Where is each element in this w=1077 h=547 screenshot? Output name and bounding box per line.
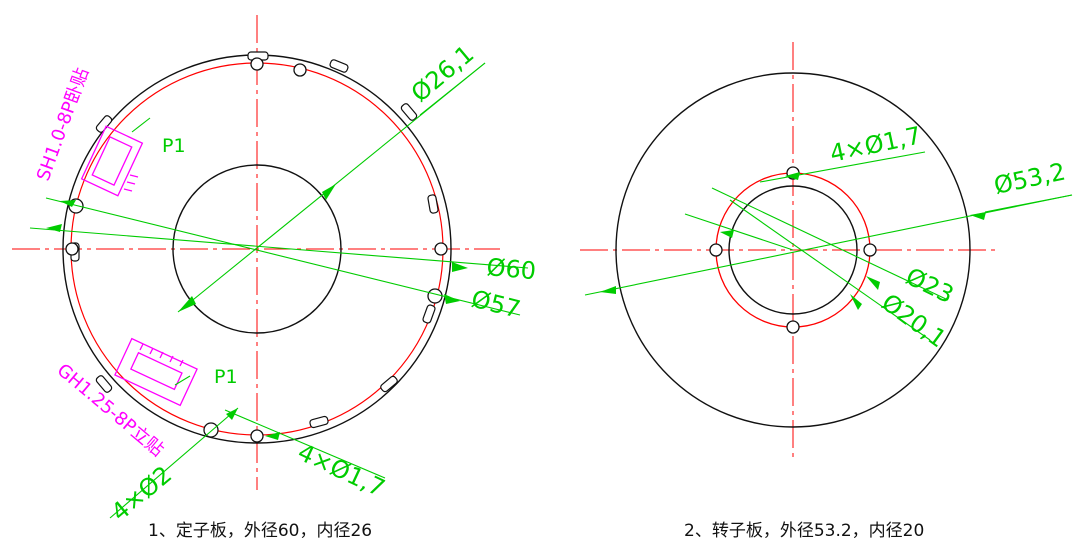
stator-dim-d60: Ø60 bbox=[485, 253, 537, 285]
rotor-board: 4×Ø1,7 Ø53,2 Ø23 Ø20,1 2、转子板，外径53.2，内径20 bbox=[580, 42, 1073, 541]
stator-connector-top-pin: P1 bbox=[162, 135, 186, 157]
stator-edge-notches bbox=[70, 51, 439, 429]
stator-connector-bottom-pin: P1 bbox=[214, 366, 238, 388]
stator-dim-d57: Ø57 bbox=[469, 285, 524, 324]
stator-connector-bottom-shape bbox=[114, 337, 198, 407]
rotor-outer-outline bbox=[615, 72, 971, 428]
stator-dimension-lines bbox=[29, 62, 529, 519]
stator-connector-top-label: SH1.0-8P卧贴 bbox=[33, 65, 93, 183]
rotor-dim-d53: Ø53,2 bbox=[991, 157, 1068, 199]
rotor-dimension-arrows bbox=[600, 172, 986, 310]
stator-dimension-arrows bbox=[46, 184, 468, 440]
rotor-caption: 2、转子板，外径53.2，内径20 bbox=[684, 521, 924, 541]
rotor-dimension-lines bbox=[584, 151, 1073, 341]
stator-caption: 1、定子板，外径60，内径26 bbox=[148, 521, 372, 541]
stator-connector-top-shape bbox=[80, 125, 144, 197]
stator-dim-holes-big: 4×Ø2 bbox=[106, 460, 177, 526]
stator-dim-holes-small: 4×Ø1,7 bbox=[293, 438, 389, 502]
rotor-inner-bore bbox=[728, 185, 858, 315]
stator-inner-bore bbox=[172, 164, 342, 334]
stator-board: Ø26,1 Ø60 Ø57 4×Ø2 4×Ø1,7 SH1.0-8P卧贴 P1 … bbox=[12, 15, 537, 541]
